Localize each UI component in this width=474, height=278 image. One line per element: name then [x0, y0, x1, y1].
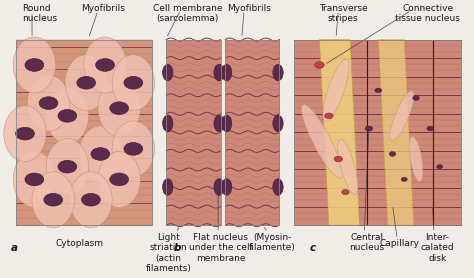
Ellipse shape — [301, 104, 342, 178]
Text: b: b — [173, 243, 181, 253]
Bar — [16, 39, 152, 225]
Ellipse shape — [221, 64, 232, 81]
Ellipse shape — [315, 62, 324, 68]
Bar — [225, 39, 279, 225]
Ellipse shape — [273, 179, 283, 195]
Ellipse shape — [325, 113, 333, 119]
Ellipse shape — [39, 97, 58, 110]
Ellipse shape — [44, 193, 63, 206]
Ellipse shape — [112, 55, 155, 111]
Text: Light
striation
(actin
filaments): Light striation (actin filaments) — [146, 233, 191, 273]
Ellipse shape — [58, 160, 77, 173]
Ellipse shape — [375, 88, 382, 93]
Bar — [166, 39, 220, 225]
Text: a: a — [11, 243, 18, 253]
Text: Myofibrils: Myofibrils — [227, 4, 271, 13]
Ellipse shape — [323, 59, 349, 122]
Ellipse shape — [413, 96, 419, 100]
Ellipse shape — [342, 190, 349, 195]
Ellipse shape — [401, 177, 407, 182]
Ellipse shape — [389, 152, 396, 156]
Ellipse shape — [46, 139, 89, 195]
Ellipse shape — [427, 126, 434, 131]
Ellipse shape — [98, 152, 140, 207]
Ellipse shape — [84, 37, 126, 93]
Ellipse shape — [32, 172, 74, 228]
Ellipse shape — [46, 88, 89, 144]
Ellipse shape — [110, 173, 128, 186]
Ellipse shape — [337, 139, 358, 194]
Ellipse shape — [65, 55, 108, 111]
Text: Flat nucleus
under the cell
membrane: Flat nucleus under the cell membrane — [189, 233, 252, 263]
Bar — [220, 39, 225, 225]
Bar — [16, 39, 152, 225]
Ellipse shape — [221, 115, 232, 132]
Bar — [166, 39, 220, 225]
Text: Cell membrane
(sarcolemma): Cell membrane (sarcolemma) — [153, 4, 222, 23]
Ellipse shape — [96, 59, 115, 71]
Text: Central
nucleus: Central nucleus — [349, 233, 384, 252]
Ellipse shape — [163, 179, 173, 195]
Ellipse shape — [16, 127, 35, 140]
Ellipse shape — [4, 106, 46, 162]
Bar — [293, 39, 461, 225]
Ellipse shape — [25, 173, 44, 186]
Text: Inter-
calated
disk: Inter- calated disk — [420, 233, 454, 263]
Ellipse shape — [334, 156, 343, 162]
Ellipse shape — [273, 64, 283, 81]
Ellipse shape — [214, 179, 224, 195]
Ellipse shape — [437, 165, 443, 169]
Text: Cytoplasm: Cytoplasm — [55, 239, 103, 248]
Text: Connective
tissue nucleus: Connective tissue nucleus — [395, 4, 460, 23]
Bar — [293, 39, 461, 225]
Ellipse shape — [112, 121, 155, 177]
Ellipse shape — [91, 148, 110, 160]
Ellipse shape — [124, 143, 143, 155]
Ellipse shape — [163, 115, 173, 132]
Text: Transverse
stripes: Transverse stripes — [319, 4, 367, 23]
Ellipse shape — [27, 75, 70, 131]
Ellipse shape — [13, 152, 55, 207]
Ellipse shape — [25, 59, 44, 71]
Ellipse shape — [221, 179, 232, 195]
Text: Capillary: Capillary — [380, 239, 419, 248]
Ellipse shape — [214, 64, 224, 81]
Text: c: c — [310, 243, 316, 253]
Text: Round
nucleus: Round nucleus — [23, 4, 58, 23]
Text: (Myosin-
filamente): (Myosin- filamente) — [249, 233, 296, 252]
Ellipse shape — [409, 136, 423, 182]
Ellipse shape — [70, 172, 112, 228]
Polygon shape — [319, 39, 359, 225]
Ellipse shape — [58, 110, 77, 122]
Ellipse shape — [124, 76, 143, 89]
Ellipse shape — [98, 80, 140, 136]
Text: Myofibrils: Myofibrils — [81, 4, 125, 13]
Bar — [225, 39, 279, 225]
Ellipse shape — [214, 115, 224, 132]
Polygon shape — [378, 39, 414, 225]
Ellipse shape — [365, 126, 373, 131]
Ellipse shape — [390, 91, 414, 141]
Ellipse shape — [273, 115, 283, 132]
Ellipse shape — [82, 193, 100, 206]
Ellipse shape — [77, 76, 96, 89]
Ellipse shape — [110, 102, 128, 115]
Ellipse shape — [79, 126, 121, 182]
Ellipse shape — [13, 37, 55, 93]
Ellipse shape — [163, 64, 173, 81]
